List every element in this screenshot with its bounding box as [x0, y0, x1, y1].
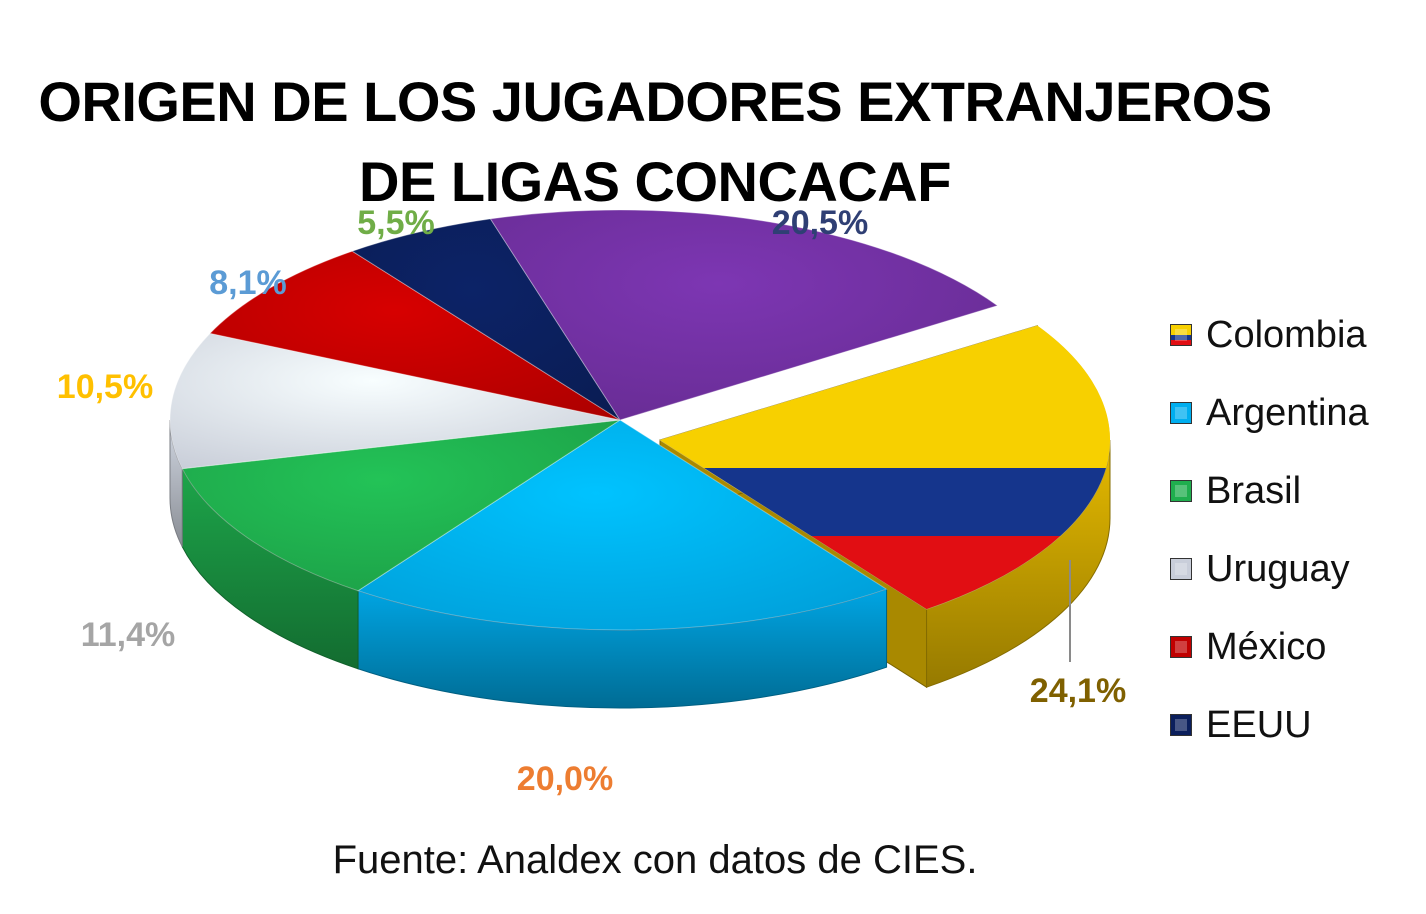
legend-item-eeuu: EEUU — [1170, 686, 1369, 764]
legend-label-brasil: Brasil — [1206, 469, 1302, 512]
legend-label-argentina: Argentina — [1206, 391, 1369, 434]
data-label-argentina: 20,0% — [517, 760, 613, 798]
chart-title: ORIGEN DE LOS JUGADORES EXTRANJEROS DE L… — [0, 62, 1310, 222]
data-label-eeuu: 5,5% — [357, 204, 435, 242]
legend-swatch-argentina — [1170, 402, 1192, 424]
source-note: Fuente: Analdex con datos de CIES. — [332, 838, 978, 882]
data-label-otros: 20,5% — [772, 204, 868, 242]
legend-label-eeuu: EEUU — [1206, 703, 1312, 746]
legend-item-uruguay: Uruguay — [1170, 530, 1369, 608]
legend-swatch-eeuu — [1170, 714, 1192, 736]
chart-title-line-2: DE LIGAS CONCACAF — [359, 150, 951, 213]
data-label-uruguay: 10,5% — [57, 368, 153, 406]
pie-slice-eeuu — [351, 218, 621, 421]
pie-slice-méxico — [209, 250, 621, 421]
pie-slice-otros — [489, 209, 999, 421]
data-label-brasil: 11,4% — [81, 616, 176, 654]
legend-item-argentina: Argentina — [1170, 374, 1369, 452]
pie-tops — [169, 209, 1111, 631]
legend: Colombia Argentina Brasil Uruguay México EEUU — [1170, 296, 1369, 764]
legend-swatch-colombia — [1170, 324, 1192, 346]
legend-label-uruguay: Uruguay — [1206, 547, 1350, 590]
legend-label-méxico: México — [1206, 625, 1327, 668]
pie-slice-argentina — [356, 419, 888, 631]
pie-slice-uruguay — [169, 332, 621, 470]
pie-slice-brasil — [181, 419, 621, 592]
chart-title-line-1: ORIGEN DE LOS JUGADORES EXTRANJEROS — [38, 70, 1272, 133]
data-label-méxico: 8,1% — [209, 264, 287, 302]
legend-swatch-brasil — [1170, 480, 1192, 502]
legend-item-colombia: Colombia — [1170, 296, 1369, 374]
legend-label-colombia: Colombia — [1206, 313, 1367, 356]
legend-swatch-méxico — [1170, 636, 1192, 658]
legend-item-brasil: Brasil — [1170, 452, 1369, 530]
data-label-colombia: 24,1% — [1030, 672, 1126, 710]
legend-swatch-uruguay — [1170, 558, 1192, 580]
legend-item-méxico: México — [1170, 608, 1369, 686]
